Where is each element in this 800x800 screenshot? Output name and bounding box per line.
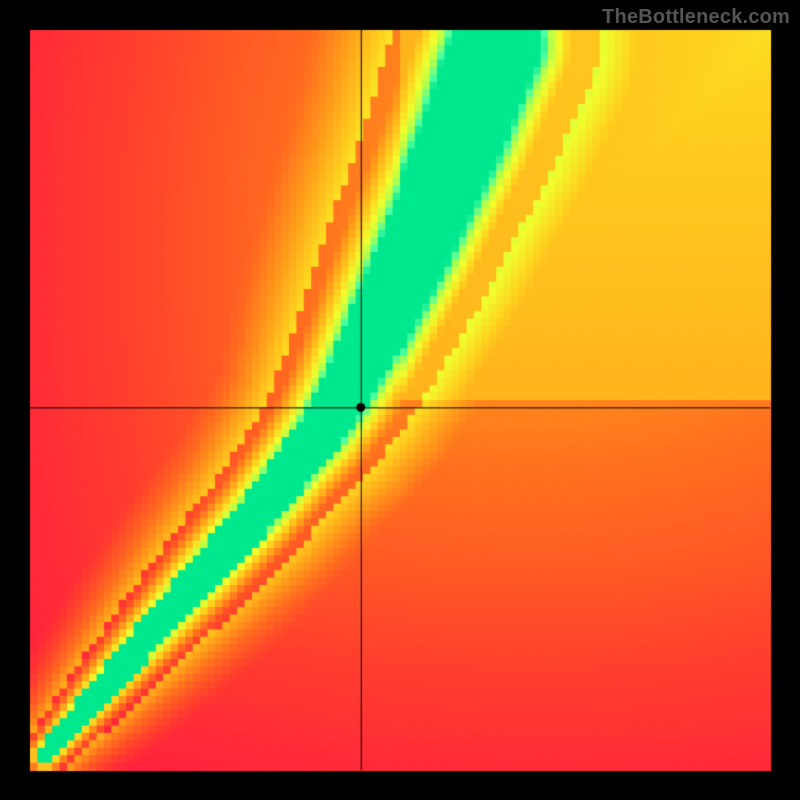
bottleneck-heatmap [0,0,800,800]
watermark-text: TheBottleneck.com [602,6,790,29]
